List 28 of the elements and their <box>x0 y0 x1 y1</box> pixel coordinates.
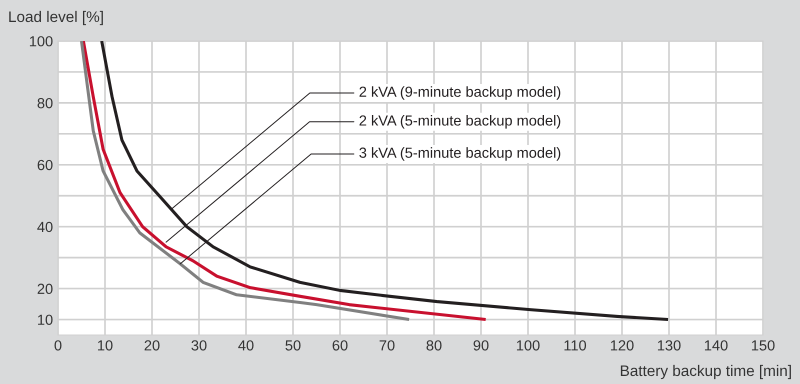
y-axis-title: Load level [%] <box>9 10 103 26</box>
x-tick-label: 110 <box>564 340 586 351</box>
x-tick-label: 90 <box>474 340 489 351</box>
x-tick-label: 100 <box>516 340 540 351</box>
x-tick-label: 20 <box>144 340 160 351</box>
x-tick-label: 0 <box>54 340 62 351</box>
x-tick-label: 140 <box>704 340 728 351</box>
x-tick-label: 130 <box>658 340 681 351</box>
x-tick-label: 120 <box>610 340 634 351</box>
line-series <box>100 41 670 322</box>
y-tick-label: 80 <box>38 98 53 108</box>
x-tick-label: 10 <box>98 340 113 351</box>
x-tick-label: 80 <box>426 340 442 351</box>
x-tick-label: 30 <box>191 340 207 351</box>
x-tick-label: 150 <box>752 340 775 351</box>
x-axis-title: Battery backup time [min] <box>620 364 791 380</box>
x-tick-label: 70 <box>380 340 395 351</box>
y-tick-label: 10 <box>38 314 53 325</box>
x-tick-label: 60 <box>332 340 348 351</box>
x-tick-label: 50 <box>285 340 301 351</box>
annotation: 3 kVA (5-minute backup model) <box>359 147 560 161</box>
y-tick-label: 60 <box>38 160 53 170</box>
x-tick-label: 40 <box>238 340 254 351</box>
annotation: 2 kVA (9-minute backup model) <box>360 86 560 100</box>
y-tick-label: 40 <box>37 222 53 232</box>
y-tick-label: 100 <box>30 36 53 46</box>
annotation: 2 kVA (5-minute backup model) <box>360 114 560 129</box>
y-tick-label: 20 <box>38 284 53 294</box>
